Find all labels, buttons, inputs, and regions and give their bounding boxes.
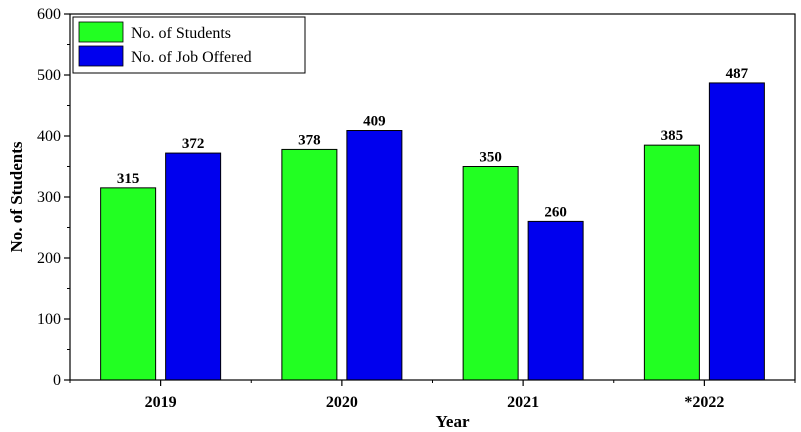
x-tick-label: 2021: [507, 394, 539, 411]
y-tick-label: 400: [37, 128, 61, 145]
legend-swatch-students: [78, 21, 124, 43]
bar-value-label: 378: [298, 132, 321, 148]
y-tick-label: 500: [37, 67, 61, 84]
y-axis: 0 100 200 300 400 500 600: [37, 6, 70, 389]
x-axis: 2019 2020 2021 *2022: [69, 380, 796, 411]
legend: No. of Students No. of Job Offered: [72, 16, 306, 74]
y-tick-label: 0: [53, 372, 61, 389]
x-tick-label: *2022: [684, 394, 724, 411]
bar-value-label: 372: [182, 136, 205, 152]
bar-value-labels: 315 372 378 409 350 260 385 487: [117, 66, 749, 220]
bar-value-label: 409: [363, 114, 386, 130]
bar-students-2020: [281, 148, 338, 381]
y-axis-title: No. of Students: [7, 141, 26, 252]
y-tick-label: 200: [37, 250, 61, 267]
bar-jobs-2021: [527, 220, 584, 381]
bar-students-2022: [643, 144, 700, 381]
bar-value-label: 487: [726, 66, 749, 82]
y-tick-label: 300: [37, 189, 61, 206]
x-tick-label: 2019: [145, 394, 177, 411]
y-tick-label: 100: [37, 311, 61, 328]
bar-students-2021: [462, 166, 519, 381]
legend-swatch-jobs: [78, 45, 124, 67]
bar-students-2019: [100, 187, 157, 381]
bar-jobs-2019: [165, 152, 222, 381]
bar-jobs-2022: [708, 82, 765, 381]
legend-label-jobs: No. of Job Offered: [131, 49, 252, 66]
bar-value-label: 350: [479, 150, 502, 166]
bar-value-label: 260: [544, 204, 567, 220]
y-tick-label: 600: [37, 6, 61, 23]
x-tick-label: 2020: [326, 394, 358, 411]
bar-value-label: 385: [661, 128, 684, 144]
bar-value-label: 315: [117, 171, 140, 187]
bars-layer: [100, 82, 765, 381]
legend-label-students: No. of Students: [131, 25, 231, 42]
x-axis-title: Year: [436, 412, 470, 431]
bar-jobs-2020: [346, 130, 403, 381]
